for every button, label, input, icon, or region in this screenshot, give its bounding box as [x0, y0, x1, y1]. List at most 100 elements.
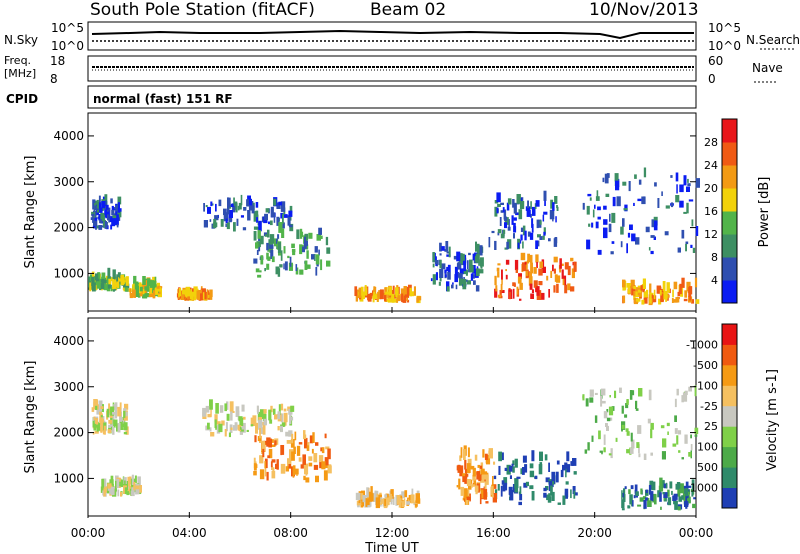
heatmap-cell — [258, 220, 262, 232]
heatmap-cell — [497, 263, 501, 266]
heatmap-cell — [506, 241, 509, 250]
power-colorbar-label: Power [dB] — [757, 177, 772, 248]
heatmap-cell — [602, 177, 605, 183]
heatmap-cell — [446, 251, 451, 254]
heatmap-cell — [633, 297, 638, 305]
heatmap-cell — [597, 216, 601, 220]
colorbar-tick-label: 25 — [704, 420, 718, 433]
heatmap-cell — [688, 199, 694, 202]
heatmap-cell — [98, 225, 103, 230]
heatmap-cell — [367, 293, 372, 302]
heatmap-cell — [269, 220, 273, 226]
heatmap-cell — [465, 473, 469, 477]
heatmap-cell — [313, 453, 318, 463]
heatmap-cell — [678, 496, 683, 502]
heatmap-cell — [620, 226, 624, 235]
heatmap-cell — [488, 237, 491, 248]
colorbar-frame — [721, 118, 738, 304]
heatmap-cell — [274, 414, 278, 420]
heatmap-cell — [240, 194, 243, 206]
heatmap-cell — [643, 453, 647, 460]
heatmap-cell — [398, 294, 401, 297]
heatmap-cell — [230, 410, 233, 421]
heatmap-cell — [242, 227, 247, 231]
heatmap-cell — [694, 385, 697, 397]
heatmap-cell — [539, 462, 543, 470]
heatmap-cell — [273, 212, 276, 223]
heatmap-cell — [240, 215, 244, 218]
heatmap-cell — [629, 224, 633, 230]
heatmap-cell — [243, 207, 247, 211]
heatmap-cell — [131, 289, 136, 297]
heatmap-cell — [278, 201, 283, 206]
heatmap-cell — [314, 254, 316, 261]
heatmap-cell — [606, 425, 609, 431]
power-cells — [88, 167, 700, 306]
heatmap-cell — [559, 269, 562, 273]
heatmap-cell — [103, 488, 106, 497]
heatmap-cell — [675, 195, 680, 203]
heatmap-cell — [385, 291, 389, 295]
heatmap-cell — [522, 467, 525, 475]
heatmap-cell — [670, 202, 674, 208]
heatmap-cell — [225, 218, 228, 223]
heatmap-cell — [684, 434, 688, 444]
heatmap-cell — [95, 225, 100, 229]
heatmap-cell — [96, 281, 101, 289]
heatmap-cell — [678, 450, 681, 453]
heatmap-cell — [650, 250, 654, 255]
heatmap-cell — [521, 262, 526, 272]
heatmap-cell — [124, 480, 126, 487]
heatmap-cell — [364, 285, 367, 296]
heatmap-cell — [683, 175, 687, 186]
heatmap-cell — [361, 291, 365, 300]
heatmap-cell — [325, 446, 330, 450]
heatmap-cell — [531, 206, 536, 216]
heatmap-cell — [693, 497, 696, 500]
heatmap-cell — [541, 266, 546, 273]
heatmap-cell — [178, 292, 180, 298]
heatmap-cell — [520, 234, 523, 241]
heatmap-cell — [694, 434, 698, 437]
heatmap-cell — [570, 286, 575, 292]
heatmap-cell — [479, 269, 484, 274]
heatmap-cell — [95, 418, 99, 425]
heatmap-cell — [645, 226, 650, 233]
heatmap-cell — [658, 485, 662, 494]
heatmap-cell — [187, 293, 189, 300]
heatmap-cell — [92, 199, 96, 210]
heatmap-cell — [239, 420, 243, 426]
heatmap-cell — [597, 249, 602, 255]
heatmap-cell — [494, 288, 498, 298]
heatmap-cell — [181, 294, 185, 300]
heatmap-cell — [538, 281, 543, 286]
heatmap-cell — [462, 497, 465, 501]
heatmap-cell — [535, 200, 540, 207]
heatmap-cell — [622, 295, 626, 303]
heatmap-cell — [648, 389, 652, 401]
heatmap-cell — [280, 463, 286, 474]
heatmap-cell — [509, 291, 511, 300]
velocity-ylabel: Slant Range [km] — [23, 361, 38, 474]
heatmap-cell — [117, 406, 122, 417]
heatmap-cell — [608, 223, 612, 233]
heatmap-cell — [277, 234, 280, 239]
heatmap-cell — [274, 440, 277, 446]
heatmap-cell — [477, 243, 480, 254]
heatmap-cell — [543, 211, 548, 215]
heatmap-cell — [257, 230, 261, 239]
heatmap-cell — [654, 494, 657, 505]
heatmap-cell — [235, 406, 240, 417]
freq-label-line2: [MHz] — [4, 67, 36, 80]
x-tick-label: 16:00 — [476, 526, 511, 540]
heatmap-cell — [663, 495, 667, 502]
heatmap-cell — [493, 475, 497, 480]
heatmap-cell — [551, 483, 554, 488]
heatmap-cell — [289, 256, 292, 267]
heatmap-cell — [686, 489, 691, 495]
heatmap-cell — [278, 404, 281, 415]
heatmap-cell — [306, 445, 309, 451]
heatmap-cell — [308, 456, 313, 461]
heatmap-cell — [114, 214, 119, 226]
x-tick-label: 04:00 — [172, 526, 207, 540]
